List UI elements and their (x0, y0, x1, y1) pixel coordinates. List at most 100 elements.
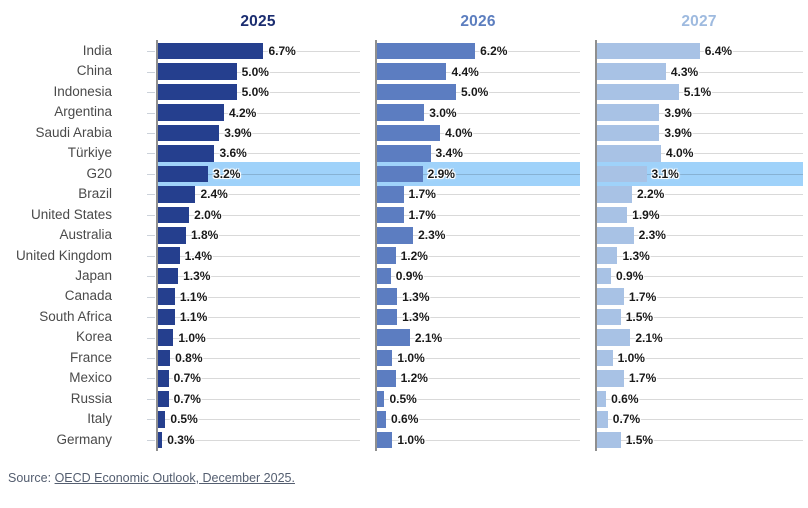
gridline (595, 153, 803, 155)
category-label-france: France (69, 349, 112, 365)
bar-2027-china (596, 63, 666, 80)
category-label-g20: G20 (86, 165, 112, 181)
bar-2025-canada (157, 288, 175, 305)
value-label: 4.0% (666, 146, 694, 161)
category-label-united-kingdom: United Kingdom (15, 247, 112, 263)
value-label: 0.9% (616, 269, 644, 284)
category-label-russia: Russia (70, 390, 112, 406)
gridline (595, 133, 803, 135)
gridline (375, 153, 580, 155)
value-label: 4.4% (451, 64, 479, 79)
gridline (156, 317, 360, 319)
gridline (375, 378, 580, 380)
value-label: 5.1% (683, 85, 712, 100)
gridline (595, 255, 803, 257)
bar-2026-russia (376, 390, 385, 408)
gridline (156, 276, 360, 278)
bar-2027-mexico (596, 370, 624, 387)
bar-2025-united-states (157, 206, 190, 224)
value-label: 1.0% (397, 432, 425, 447)
value-label: 0.5% (170, 412, 198, 427)
value-label: 1.1% (179, 289, 208, 304)
gridline (156, 92, 360, 94)
bar-2027-canada (596, 288, 624, 305)
axis-tick (147, 194, 155, 196)
source-link[interactable]: OECD Economic Outlook, December 2025. (54, 471, 295, 485)
value-label: 0.6% (391, 412, 419, 427)
category-label-united-states: United States (30, 206, 112, 222)
bar-2027-g20 (596, 165, 647, 183)
value-label: 1.7% (628, 289, 657, 304)
value-label: 0.7% (173, 391, 201, 406)
bar-2026-united-kingdom (376, 247, 396, 264)
gridline (156, 235, 360, 237)
bar-2025-argentina (157, 104, 224, 121)
gridline (595, 92, 803, 94)
gridline (375, 276, 580, 278)
axis-line-2025 (156, 40, 158, 451)
bar-2027-united-kingdom (596, 247, 618, 264)
gridline (375, 337, 580, 339)
category-label-saudi-arabia: Saudi Arabia (35, 124, 112, 140)
bar-2025-mexico (157, 370, 169, 387)
value-label: 2.0% (194, 207, 222, 222)
category-label-germany: Germany (56, 431, 112, 447)
bar-2027-türkiye (596, 145, 662, 162)
bar-2026-mexico (376, 370, 396, 387)
value-label: 2.3% (638, 228, 666, 243)
bar-2025-italy (157, 411, 166, 428)
gridline (156, 357, 360, 359)
value-label: 1.5% (625, 432, 654, 447)
value-label: 2.9% (427, 166, 455, 181)
value-label: 1.0% (178, 330, 206, 345)
bar-2026-saudi-arabia (376, 124, 441, 142)
axis-tick (147, 214, 155, 216)
category-label-argentina: Argentina (54, 104, 112, 120)
bar-2027-united-states (596, 206, 628, 224)
gridline (595, 235, 803, 237)
gridline (156, 133, 360, 135)
axis-tick (147, 337, 155, 339)
category-label-korea: Korea (75, 329, 112, 345)
gridline (595, 337, 803, 339)
bar-2025-russia (157, 390, 169, 408)
bar-2026-canada (376, 288, 398, 305)
gridline (595, 419, 803, 421)
gridline (156, 337, 360, 339)
gridline (595, 112, 803, 114)
value-label: 1.7% (408, 207, 436, 222)
value-label: 4.3% (670, 64, 699, 79)
value-label: 3.9% (664, 105, 692, 120)
gridline (595, 296, 803, 298)
bar-2026-g20 (376, 165, 423, 183)
gridline (156, 194, 360, 196)
axis-line-2027 (595, 40, 597, 451)
bar-2026-germany (376, 431, 393, 449)
bar-2026-japan (376, 267, 391, 285)
value-label: 5.0% (241, 85, 269, 100)
value-label: 2.2% (636, 187, 665, 202)
value-label: 2.1% (635, 330, 663, 345)
value-label: 0.5% (389, 391, 417, 406)
axis-tick (147, 51, 155, 53)
gridline (375, 439, 580, 441)
bar-2025-indonesia (157, 83, 237, 101)
gridline (595, 317, 803, 319)
bar-2026-france (376, 349, 393, 367)
category-label-türkiye: Türkiye (67, 145, 112, 161)
value-label: 1.2% (400, 371, 428, 386)
axis-tick (147, 357, 155, 359)
gridline (156, 296, 360, 298)
axis-tick (147, 153, 155, 155)
gridline (595, 357, 803, 359)
axis-tick (147, 133, 155, 135)
gridline (375, 173, 580, 175)
value-label: 1.2% (400, 248, 428, 263)
bar-2025-türkiye (157, 145, 215, 162)
gridline (156, 255, 360, 257)
bar-2025-united-kingdom (157, 247, 180, 264)
value-label: 2.4% (200, 187, 228, 202)
value-label: 0.8% (175, 350, 203, 365)
source-note: Source: OECD Economic Outlook, December … (8, 471, 295, 485)
